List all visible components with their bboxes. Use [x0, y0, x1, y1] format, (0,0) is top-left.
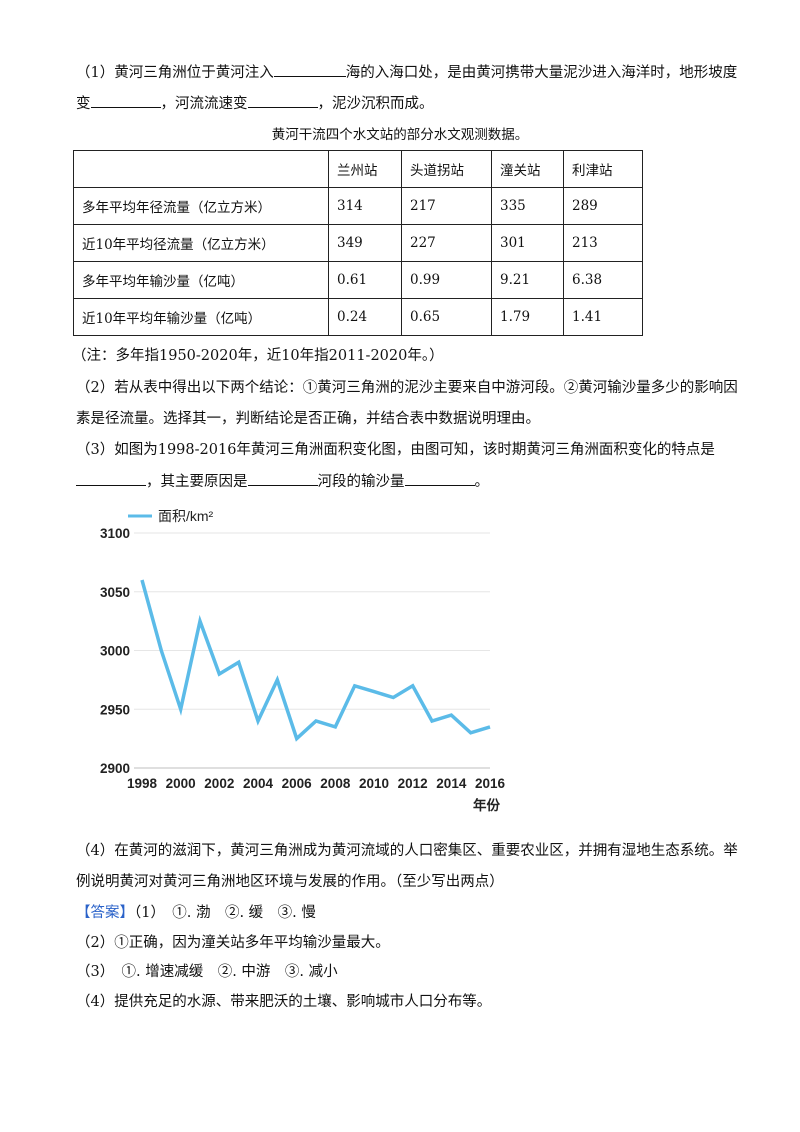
q1-line-2: 变 ，河流流速变 ，泥沙沉积而成。 [76, 93, 434, 114]
series-line [140, 579, 491, 742]
row-label: 近10年平均年输沙量（亿吨） [73, 298, 329, 336]
q3-text-a: ，其主要原因是 [146, 474, 248, 490]
q1-text-a: （1）黄河三角洲位于黄河注入 [76, 65, 274, 81]
area-chart-svg: 面积/km² 2900 2950 3000 3050 3100 1998 2000 2002… [100, 508, 506, 813]
table-note: （注：多年指1950-2020年，近10年指2011-2020年。） [72, 348, 444, 364]
hydrology-table: 兰州站 头道拐站 潼关站 利津站 多年平均年径流量（亿立方米） 314 217 … [73, 150, 643, 336]
table-cell: 289 [563, 187, 643, 225]
y-tick-label: 2950 [100, 702, 130, 717]
table-row: 近10年平均径流量（亿立方米） 349 227 301 213 [73, 224, 643, 262]
x-tick-label: 1998 [127, 776, 158, 791]
x-tick-label: 2002 [204, 776, 234, 791]
answer-line-1: 【答案】（1） ①. 渤 ②. 缓 ③. 慢 [76, 903, 316, 923]
q3-line-1: （3）如图为1998-2016年黄河三角洲面积变化图，由图可知，该时期黄河三角洲… [76, 442, 715, 458]
x-tick-label: 2016 [475, 776, 506, 791]
table-header-row: 兰州站 头道拐站 潼关站 利津站 [73, 150, 643, 188]
answer-line-3: （3） ①. 增速减缓 ②. 中游 ③. 减小 [76, 964, 338, 980]
q4-line-1: （4）在黄河的滋润下，黄河三角洲成为黄河流域的人口密集区、重要农业区，并拥有湿地… [76, 843, 738, 859]
legend-label: 面积/km² [158, 508, 214, 524]
row-label: 多年平均年输沙量（亿吨） [73, 261, 329, 299]
row-label: 近10年平均径流量（亿立方米） [73, 224, 329, 262]
q1-line-1: （1）黄河三角洲位于黄河注入 海的入海口处，是由黄河携带大量泥沙进入海洋时，地形坡… [76, 62, 737, 83]
q4-line-2: 例说明黄河对黄河三角洲地区环境与发展的作用。（至少写出两点） [76, 874, 504, 890]
answer-blank[interactable] [247, 471, 318, 486]
table-cell: 9.21 [491, 261, 564, 299]
q3-text-b: 河段的输沙量 [317, 474, 405, 490]
answer-blank[interactable] [273, 62, 346, 77]
answer-line-2: （2）①正确，因为潼关站多年平均输沙量最大。 [76, 935, 390, 951]
table-row: 近10年平均年输沙量（亿吨） 0.24 0.65 1.79 1.41 [73, 298, 643, 336]
x-tick-label: 2014 [436, 776, 467, 791]
x-tick-label: 2006 [282, 776, 313, 791]
header-cell [73, 150, 329, 188]
table-cell: 227 [401, 224, 492, 262]
answer-blank[interactable] [247, 93, 318, 108]
table-caption: 黄河干流四个水文站的部分水文观测数据。 [271, 127, 529, 143]
table-row: 多年平均年输沙量（亿吨） 0.61 0.99 9.21 6.38 [73, 261, 643, 299]
x-tick-label: 2012 [398, 776, 428, 791]
header-cell: 兰州站 [328, 150, 402, 188]
header-cell: 潼关站 [491, 150, 564, 188]
x-axis-label: 年份 [473, 797, 500, 813]
table-cell: 301 [491, 224, 564, 262]
table-cell: 1.79 [491, 298, 564, 336]
q2-line-2: 素是径流量。选择其一，判断结论是否正确，并结合表中数据说明理由。 [76, 411, 540, 427]
y-tick-label: 3050 [100, 585, 130, 600]
table-cell: 349 [328, 224, 402, 262]
y-tick-label: 2900 [100, 761, 130, 776]
x-tick-label: 2008 [320, 776, 351, 791]
table-cell: 314 [328, 187, 402, 225]
q1-text-e: ，泥沙沉积而成。 [317, 96, 434, 112]
answer-line-4: （4）提供充足的水源、带来肥沃的土壤、影响城市人口分布等。 [76, 994, 492, 1010]
q1-text-c: 变 [76, 96, 91, 112]
answer-1: （1） ①. 渤 ②. 缓 ③. 慢 [134, 905, 316, 921]
x-tick-label: 2010 [359, 776, 389, 791]
q3-text-c: 。 [474, 474, 490, 490]
header-cell: 头道拐站 [401, 150, 492, 188]
answer-tag: 【答案】 [76, 905, 134, 921]
answer-blank[interactable] [76, 471, 146, 486]
table-row: 多年平均年径流量（亿立方米） 314 217 335 289 [73, 187, 643, 225]
y-tick-label: 3100 [100, 526, 130, 541]
y-tick-label: 3000 [100, 644, 130, 659]
table-cell: 0.99 [401, 261, 492, 299]
answer-blank[interactable] [404, 471, 475, 486]
table-cell: 0.61 [328, 261, 402, 299]
table-cell: 6.38 [563, 261, 643, 299]
answer-blank[interactable] [90, 93, 161, 108]
q1-text-b: 海的入海口处，是由黄河携带大量泥沙进入海洋时，地形坡度 [345, 65, 738, 81]
header-cell: 利津站 [563, 150, 643, 188]
table-cell: 1.41 [563, 298, 643, 336]
x-tick-label: 2000 [166, 776, 196, 791]
table-cell: 0.24 [328, 298, 402, 336]
table-cell: 213 [563, 224, 643, 262]
q2-line-1: （2）若从表中得出以下两个结论：①黄河三角洲的泥沙主要来自中游河段。②黄河输沙量… [76, 380, 738, 396]
x-tick-label: 2004 [243, 776, 274, 791]
table-cell: 217 [401, 187, 492, 225]
row-label: 多年平均年径流量（亿立方米） [73, 187, 329, 225]
area-chart: 面积/km² 2900 2950 3000 3050 3100 1998 2000 2002… [90, 500, 520, 820]
q1-text-d: ，河流流速变 [160, 96, 248, 112]
table-cell: 335 [491, 187, 564, 225]
q3-line-2: ，其主要原因是 河段的输沙量 。 [76, 471, 489, 492]
table-cell: 0.65 [401, 298, 492, 336]
